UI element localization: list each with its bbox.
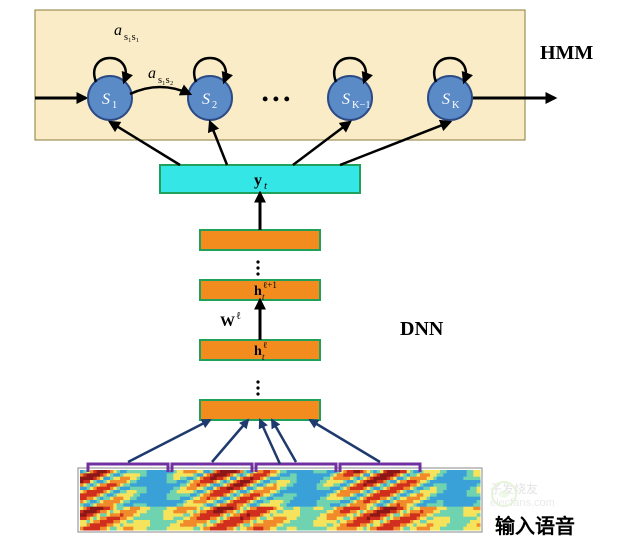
vdots [256,272,259,275]
input-speech-label: 输入语音 [495,510,575,539]
dnn-layer-label: h [254,344,262,359]
vdots [256,386,259,389]
vdots [256,266,259,269]
dnn-weight-label: W [220,314,235,330]
svg-text:ℓ: ℓ [263,340,267,350]
hmm-ellipsis: • • • [262,89,290,109]
svg-text:2: 2 [212,100,217,111]
dnn-hidden-layer [200,230,320,250]
input-fan-arrow [212,420,248,462]
input-fan-arrow [128,420,210,462]
svg-text:K: K [452,100,460,111]
dnn-hidden-layer [200,400,320,420]
svg-text:ℓ+1: ℓ+1 [263,280,277,290]
hmm-label: HMM [540,42,593,65]
hmm-state-label: S [342,91,350,108]
svg-text:K−1: K−1 [352,100,371,111]
svg-text:1: 1 [112,100,117,111]
vdots [256,260,259,263]
dnn-layer-label: h [254,284,262,299]
svg-text:s₁s₂: s₁s₂ [158,75,174,86]
hmm-state [428,76,472,120]
hmm-trans-label: a [114,22,122,39]
vdots [256,380,259,383]
spectrogram [78,468,482,532]
hmm-state-label: S [202,91,210,108]
hmm-trans-label: a [148,65,156,82]
svg-text:ℓ: ℓ [236,311,241,322]
vdots [256,392,259,395]
dnn-label: DNN [400,318,443,341]
svg-text:s₁s₁: s₁s₁ [124,32,139,43]
hmm-state-label: S [102,91,110,108]
dnn-output-label: y [254,172,262,189]
hmm-state [88,76,132,120]
hmm-state [188,76,232,120]
hmm-state-label: S [442,91,450,108]
input-fan-arrow [310,420,380,462]
hmm-state [328,76,372,120]
